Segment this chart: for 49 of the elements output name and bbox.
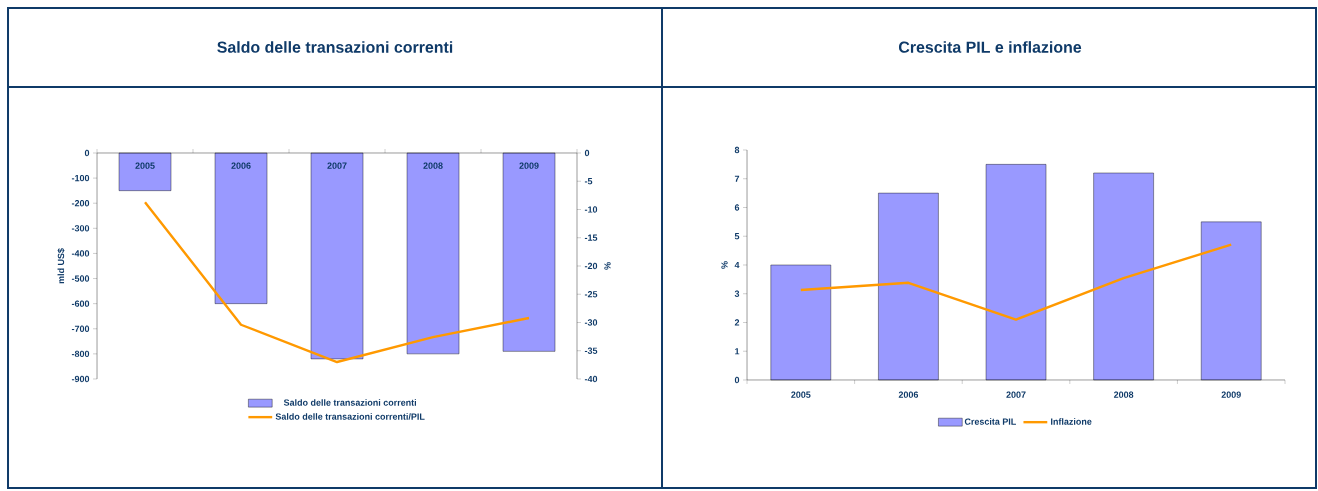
y2-tick-label: -15	[584, 234, 598, 241]
y2-tick-label: 0	[584, 149, 590, 157]
y2-tick-label: -25	[584, 291, 598, 298]
x-tick-label: 2006	[231, 162, 251, 169]
y-tick-label: 5	[734, 233, 740, 240]
legend-label: Saldo delle transazioni correnti	[283, 399, 416, 406]
y-axis-title: %	[721, 261, 728, 269]
y-tick-label: 0	[734, 376, 740, 384]
legend-label: Crescita PIL	[964, 418, 1016, 425]
y-tick-label: -300	[71, 225, 90, 232]
x-tick-label: 2006	[898, 391, 919, 398]
y-tick-label: 8	[734, 146, 740, 154]
y2-axis-title: %	[604, 262, 611, 270]
y2-tick-label: -10	[584, 206, 598, 213]
y-tick-label: -800	[71, 350, 90, 358]
y-tick-label: -600	[71, 300, 90, 307]
line-series	[143, 200, 531, 364]
y-tick-label: -700	[71, 325, 90, 332]
x-tick-label: 2008	[423, 162, 443, 169]
y-tick-label: -200	[71, 200, 90, 207]
x-tick-label: 2009	[519, 162, 539, 169]
chart-title: Saldo delle transazioni correnti	[217, 41, 453, 53]
y-tick-label: 6	[734, 204, 740, 211]
x-tick-label: 2008	[1113, 391, 1134, 398]
legend-label: Inflazione	[1051, 418, 1092, 425]
y-tick-label: -100	[71, 174, 90, 182]
y-tick-label: 0	[84, 149, 90, 157]
x-tick-label: 2005	[135, 162, 155, 169]
y-tick-label: -400	[71, 250, 90, 257]
y-tick-label: -500	[71, 275, 90, 282]
x-tick-label: 2007	[327, 162, 347, 169]
y2-tick-label: -40	[584, 375, 598, 383]
x-tick-label: 2009	[1221, 391, 1241, 398]
y-tick-label: 4	[734, 261, 740, 269]
legend-label: Saldo delle transazioni correnti/PIL	[275, 413, 425, 420]
chart-title: Crescita PIL e inflazione	[898, 41, 1082, 53]
line-series	[799, 243, 1233, 321]
y-tick-label: -900	[71, 375, 90, 383]
y2-tick-label: -5	[584, 178, 593, 185]
y2-tick-label: -35	[584, 347, 598, 354]
y2-tick-label: -30	[584, 319, 598, 326]
x-tick-label: 2005	[791, 391, 811, 398]
y-tick-label: 3	[734, 290, 740, 297]
x-tick-label: 2007	[1006, 391, 1026, 398]
y-tick-label: 1	[735, 348, 740, 355]
y-axis-title: mld US$	[57, 248, 65, 284]
y-tick-label: 2	[734, 319, 740, 326]
y-tick-label: 7	[734, 175, 740, 182]
y2-tick-label: -20	[584, 262, 598, 270]
